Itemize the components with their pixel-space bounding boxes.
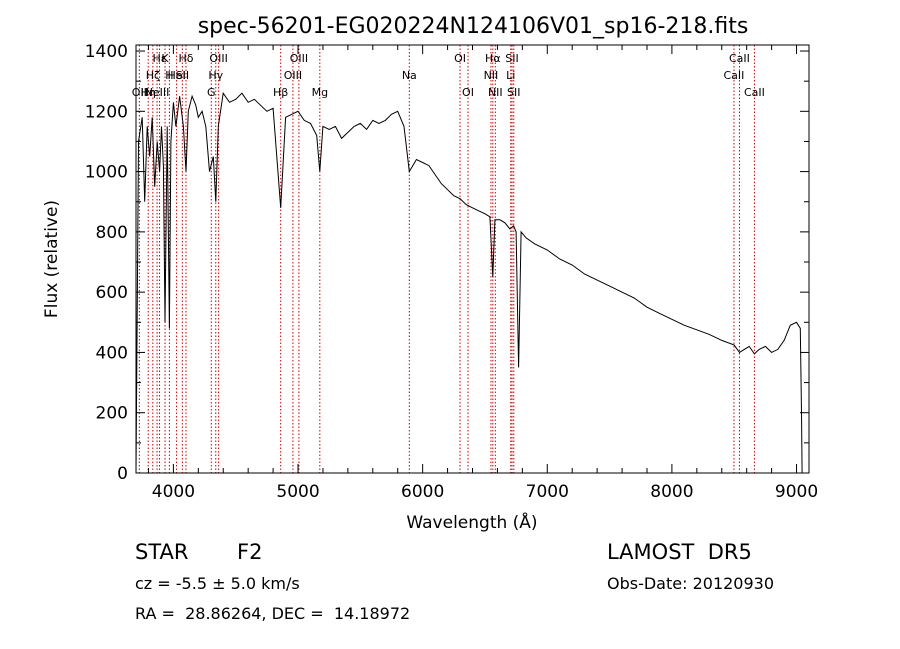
line-label: OIII: [284, 69, 302, 82]
line-label: Li: [506, 69, 515, 82]
y-tick-label: 0: [117, 464, 128, 484]
plot-frame: [135, 44, 810, 474]
y-tick-label: 400: [96, 343, 128, 363]
line-label: CaII: [724, 69, 745, 82]
x-tick-label: 4000: [152, 482, 195, 502]
x-axis-label: Wavelength (Å): [406, 511, 537, 533]
line-label: Hε: [152, 52, 166, 65]
spectral-line-markers: [138, 45, 755, 473]
object-class: STAR: [135, 540, 189, 564]
line-label: Hα: [485, 52, 501, 65]
y-axis-label: Flux (relative): [42, 200, 62, 318]
line-label: OI: [462, 86, 474, 99]
y-tick-label: 600: [96, 283, 128, 303]
line-label: K: [161, 52, 169, 65]
chart-title: spec-56201-EG020224N124106V01_sp16-218.f…: [198, 14, 749, 39]
obs-date: Obs-Date: 20120930: [607, 574, 775, 593]
line-label: HeI: [167, 69, 185, 82]
redshift-readout: cz = -5.5 ± 5.0 km/s: [135, 574, 300, 593]
y-tick-label: 200: [96, 404, 128, 424]
line-label: Hδ: [178, 52, 193, 65]
y-axis-ticks: 0 200 400 600 800 1000 1200 1400: [85, 42, 809, 484]
x-tick-label: 9000: [775, 482, 818, 502]
line-label: OIII: [209, 52, 227, 65]
y-tick-label: 800: [96, 223, 128, 243]
line-label: G: [207, 86, 216, 99]
line-label: OI: [454, 52, 466, 65]
x-tick-label: 8000: [650, 482, 693, 502]
y-tick-label: 1400: [85, 42, 128, 62]
line-label: Hβ: [273, 86, 288, 99]
line-label: Mg: [312, 86, 328, 99]
x-tick-label: 5000: [276, 482, 319, 502]
x-tick-label: 7000: [526, 482, 569, 502]
line-label: OIII: [290, 52, 308, 65]
line-label: H: [165, 69, 173, 82]
spectral-line-labels: OIIHηHζNeIIIHεKHHeISIIHδGHγOIIIHβOIIIOII…: [132, 52, 765, 99]
line-label: NII: [484, 69, 499, 82]
spectrum-series-line: [135, 91, 803, 474]
line-label: Hζ: [146, 69, 160, 82]
y-tick-label: 1200: [85, 102, 128, 122]
line-label: SII: [176, 69, 189, 82]
line-label: NII: [488, 86, 503, 99]
line-label: NeIII: [145, 86, 170, 99]
line-label: Hγ: [208, 69, 223, 82]
survey-name: LAMOST DR5: [607, 540, 752, 564]
line-label: SII: [507, 86, 520, 99]
y-tick-label: 1000: [85, 163, 128, 183]
coordinates: RA = 28.86264, DEC = 14.18972: [135, 604, 411, 623]
line-label: CaII: [744, 86, 765, 99]
x-tick-label: 6000: [401, 482, 444, 502]
x-axis-ticks: 4000 5000 6000 7000 8000 9000: [147, 45, 818, 502]
line-label: Na: [402, 69, 417, 82]
line-label: CaII: [729, 52, 750, 65]
line-label: Hη: [141, 86, 156, 99]
object-subclass: F2: [237, 540, 263, 564]
line-label: SII: [505, 52, 518, 65]
